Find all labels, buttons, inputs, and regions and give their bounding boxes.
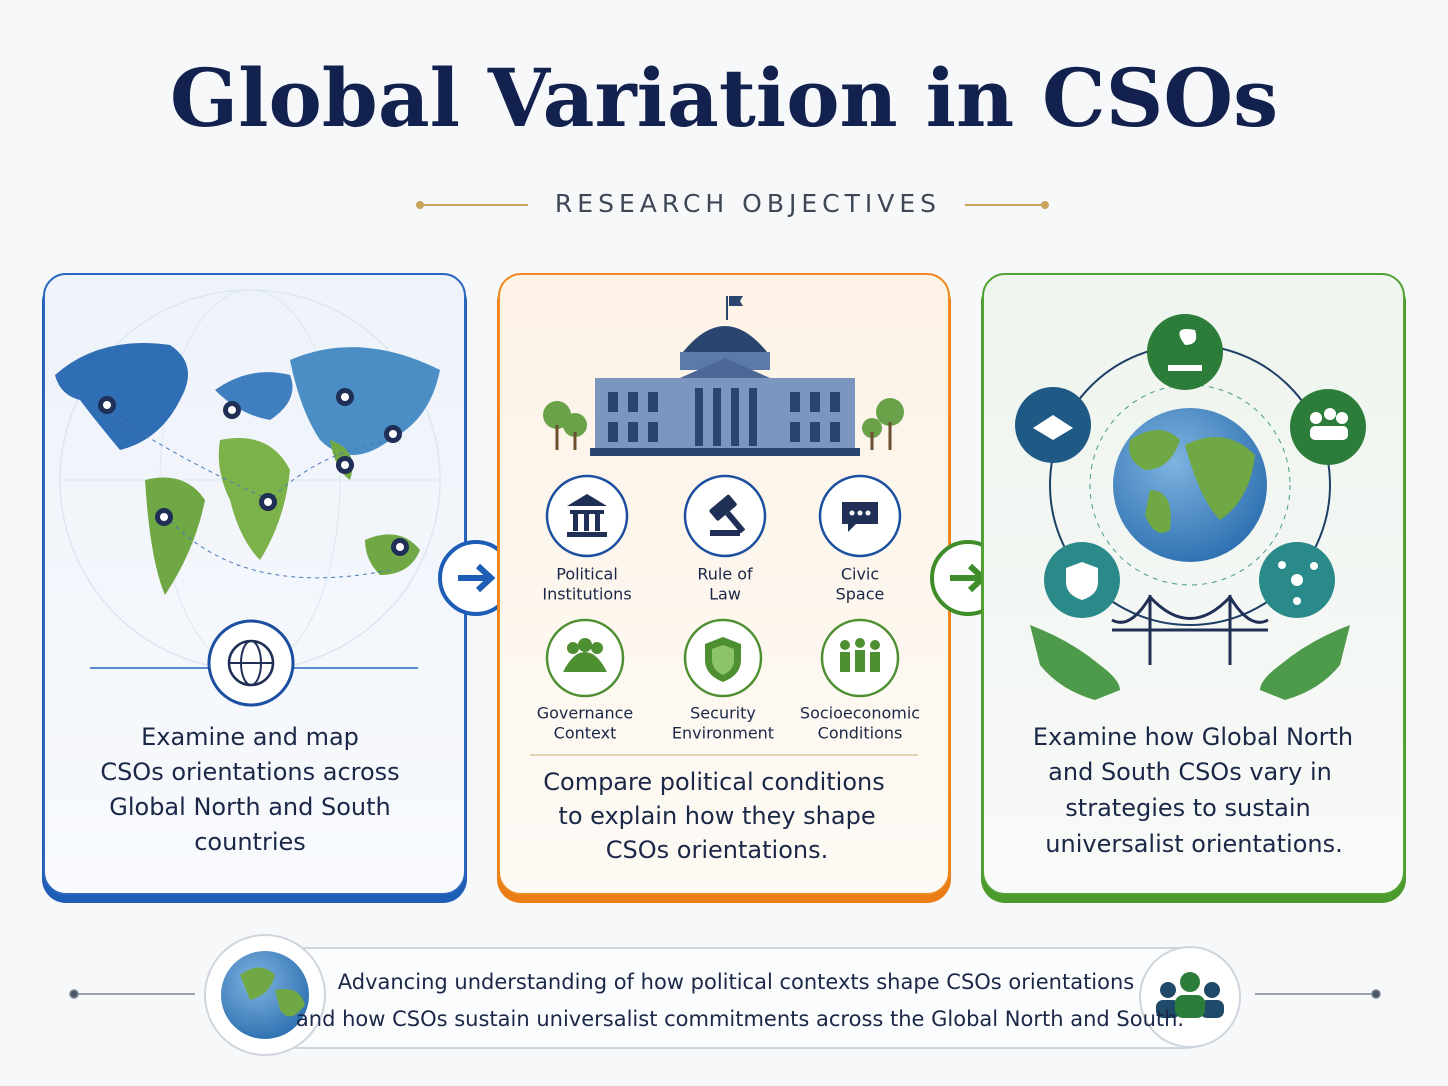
card-text: and South CSOs vary in	[1048, 758, 1332, 786]
factor-label: Institutions	[542, 585, 631, 604]
card-text: Global North and South	[109, 793, 390, 821]
card-text: universalist orientations.	[1045, 830, 1342, 858]
factor-label: Security	[690, 704, 756, 723]
building	[543, 296, 904, 456]
title: Global Variation in CSOs	[170, 51, 1278, 145]
footer-rule	[69, 989, 1381, 999]
card-text: to explain how they shape	[558, 802, 875, 830]
connected-globe	[1015, 314, 1366, 700]
card-text: CSOs orientations.	[606, 836, 828, 864]
factor-label: Law	[709, 585, 741, 604]
footer-text: Advancing understanding of how political…	[338, 970, 1135, 994]
subtitle-rule	[416, 201, 1049, 209]
arrow	[438, 540, 514, 616]
factor-label: Civic	[841, 565, 879, 584]
factor-label: Governance	[537, 704, 634, 723]
card-text: countries	[194, 828, 306, 856]
subtitle: RESEARCH OBJECTIVES	[555, 189, 941, 218]
factor-label: Rule of	[697, 565, 753, 584]
factor-label: Context	[554, 724, 617, 743]
globe-icon	[207, 619, 295, 707]
card-text: CSOs orientations across	[100, 758, 399, 786]
factor-icons	[545, 474, 902, 698]
footer-globe	[204, 934, 326, 1056]
factor-label: Political	[556, 565, 618, 584]
card-text: Examine and map	[141, 723, 359, 751]
factor-label: Socioeconomic	[800, 704, 920, 723]
card-text: Compare political conditions	[543, 768, 885, 796]
footer-banner	[249, 947, 1236, 1049]
footer-people	[1139, 946, 1241, 1048]
card-text: strategies to sustain	[1065, 794, 1310, 822]
footer-text: and how CSOs sustain universalist commit…	[296, 1007, 1184, 1031]
factor-label: Space	[836, 585, 885, 604]
factor-label: Environment	[672, 724, 774, 743]
card-text: Examine how Global North	[1033, 723, 1353, 751]
factor-label: Conditions	[818, 724, 903, 743]
